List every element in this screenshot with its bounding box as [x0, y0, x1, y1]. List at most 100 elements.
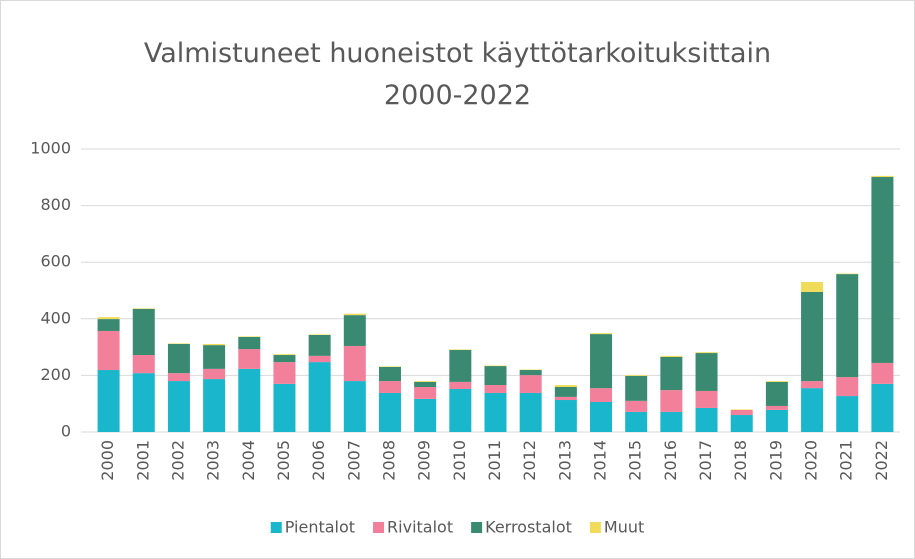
- bar-segment: [519, 369, 542, 371]
- x-tick-label: 2015: [626, 440, 645, 481]
- x-tick-label: 2016: [661, 440, 680, 481]
- y-tick-label: 600: [40, 252, 71, 271]
- bar-segment: [660, 411, 683, 432]
- legend-label: Kerrostalot: [485, 518, 572, 537]
- x-tick-label: 2006: [309, 440, 328, 481]
- bar-segment: [414, 387, 437, 399]
- bar-segment: [378, 392, 401, 432]
- bar-segment: [695, 353, 718, 391]
- legend-swatch: [373, 522, 385, 533]
- legend-swatch: [471, 522, 483, 533]
- x-tick-label: 2000: [98, 440, 117, 481]
- legend: Pientalot Rivitalot Kerrostalot Muut: [270, 518, 644, 537]
- bar-segment: [836, 274, 859, 378]
- bar-segment: [554, 396, 577, 401]
- bar-segment: [203, 379, 226, 432]
- bar-segment: [167, 343, 190, 344]
- x-tick-label: 2009: [415, 440, 434, 481]
- bar-segment: [765, 409, 788, 432]
- x-tick-label: 2003: [204, 440, 223, 481]
- bar-segment: [625, 375, 648, 401]
- bar-segment: [590, 402, 613, 432]
- legend-swatch: [270, 522, 282, 533]
- x-tick-label: 2013: [555, 440, 574, 481]
- x-tick-label: 2007: [344, 440, 363, 481]
- bar-segment: [132, 355, 155, 374]
- x-tick-label: 2005: [274, 440, 293, 481]
- bar-segment: [695, 407, 718, 432]
- y-tick-label: 1000: [30, 139, 71, 158]
- bar-segment: [871, 177, 894, 363]
- bar-segment: [167, 343, 190, 374]
- x-tick-label: 2020: [802, 440, 821, 481]
- bar-segment: [167, 373, 190, 382]
- x-tick-label: 2008: [379, 440, 398, 481]
- bar-segment: [97, 330, 120, 371]
- bar-segment: [343, 315, 366, 346]
- bar-segment: [801, 291, 824, 382]
- bar-segment: [871, 383, 894, 432]
- bar-segment: [484, 365, 507, 367]
- bar-segment: [590, 334, 613, 389]
- x-tick-label: 2017: [696, 440, 715, 481]
- bar-segment: [695, 390, 718, 408]
- bar-segment: [519, 392, 542, 432]
- bar-segment: [730, 409, 753, 416]
- bar-segment: [414, 381, 437, 382]
- bar-segment: [519, 370, 542, 376]
- bar-segment: [765, 381, 788, 382]
- x-tick-label: 2002: [168, 440, 187, 481]
- bar-segment: [238, 336, 261, 337]
- bar-segment: [97, 317, 120, 320]
- bar-segment: [203, 343, 226, 346]
- x-tick-label: 2010: [450, 440, 469, 481]
- chart-title: Valmistuneet huoneistot käyttötarkoituks…: [143, 38, 772, 111]
- bar-segment: [801, 388, 824, 432]
- bar-segment: [238, 349, 261, 369]
- bar-segment: [730, 415, 753, 432]
- bar-segment: [308, 362, 331, 432]
- bar-segment: [765, 405, 788, 410]
- bar-segment: [203, 345, 226, 369]
- x-tick-label: 2012: [520, 440, 539, 481]
- bar-segment: [97, 319, 120, 331]
- y-tick-label: 0: [61, 422, 71, 441]
- x-tick-label: 2004: [239, 440, 258, 481]
- bar-segment: [414, 381, 437, 388]
- bar-segment: [273, 355, 296, 363]
- bar-segment: [273, 362, 296, 384]
- bar-segment: [625, 375, 648, 376]
- bar-segment: [167, 381, 190, 432]
- x-tick-label: 2018: [731, 440, 750, 481]
- bar-segment: [660, 355, 683, 358]
- bar-segment: [273, 383, 296, 432]
- bar-segment: [519, 375, 542, 393]
- x-tick-label: 2014: [591, 440, 610, 481]
- bar-segment: [378, 366, 401, 367]
- y-tick-label: 800: [40, 195, 71, 214]
- bar-segment: [836, 377, 859, 397]
- bar-segment: [554, 400, 577, 432]
- bar-segment: [238, 368, 261, 432]
- bar-segment: [660, 357, 683, 391]
- y-tick-label: 400: [40, 308, 71, 327]
- bar-segment: [343, 381, 366, 432]
- bar-segment: [590, 333, 613, 335]
- bar-segment: [238, 336, 261, 350]
- bar-segment: [308, 334, 331, 335]
- bar-segment: [836, 273, 859, 275]
- bar-segment: [590, 388, 613, 403]
- bar-segment: [273, 354, 296, 356]
- x-tick-label: 2021: [837, 440, 856, 481]
- bar-segment: [308, 355, 331, 363]
- x-tick-label: 2001: [133, 440, 152, 481]
- bar-segment: [554, 385, 577, 388]
- bar-segment: [414, 398, 437, 432]
- bar-segment: [449, 381, 472, 389]
- legend-swatch: [589, 522, 601, 533]
- y-tick-label: 200: [40, 365, 71, 384]
- bar-segment: [660, 390, 683, 412]
- bar-segment: [554, 387, 577, 397]
